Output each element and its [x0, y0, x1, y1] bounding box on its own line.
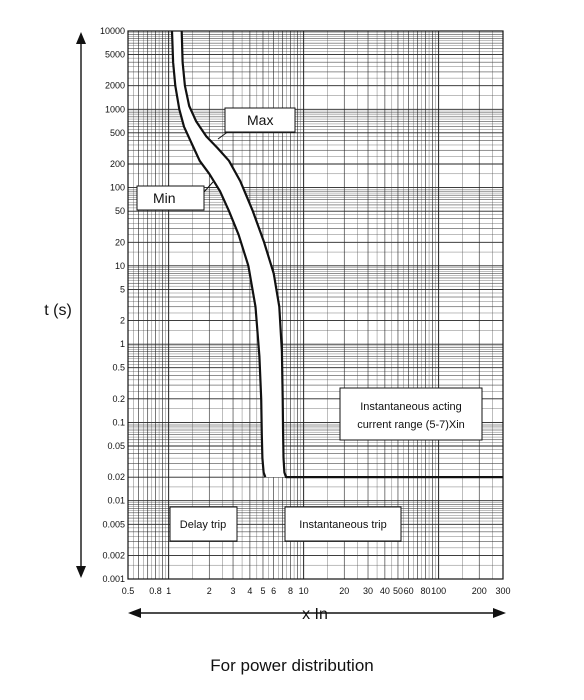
x-tick-label: 10 — [299, 586, 309, 596]
x-tick-label: 50 — [393, 586, 403, 596]
x-tick-label: 300 — [495, 586, 510, 596]
curve-label-min: Min — [136, 181, 214, 211]
y-tick-label: 500 — [110, 128, 125, 138]
y-tick-label: 1000 — [105, 104, 125, 114]
x-tick-label: 8 — [288, 586, 293, 596]
annotation-range-line-2: current range (5-7)Xin — [357, 419, 465, 431]
series-max-line — [180, 30, 503, 479]
x-arrow-head-left-icon — [128, 608, 141, 618]
x-tick-label: 30 — [363, 586, 373, 596]
x-tick-labels: 0.5 0.8 1 2 3 4 5 6 8 10 20 30 40 50 60 80 100 200 300 — [122, 586, 511, 596]
y-tick-labels: 10000 5000 2000 1000 500 200 100 50 20 10 5 2 1 0.5 0.… — [100, 26, 125, 584]
series-min-line — [170, 30, 267, 478]
axis-arrows — [76, 32, 506, 618]
annotation-instantaneous-trip: Instantaneous trip — [284, 506, 402, 542]
y-arrow-head-down-icon — [76, 566, 86, 578]
x-tick-label: 6 — [271, 586, 276, 596]
y-tick-label: 1 — [120, 339, 125, 349]
x-tick-label: 5 — [260, 586, 265, 596]
y-tick-label: 0.2 — [112, 394, 125, 404]
y-tick-label: 100 — [110, 183, 125, 193]
x-axis-label: x In — [302, 606, 328, 623]
x-tick-label: 40 — [380, 586, 390, 596]
annotation-range-line-1: Instantaneous acting — [360, 401, 462, 413]
x-tick-label: 200 — [472, 586, 487, 596]
x-arrow-head-right-icon — [493, 608, 506, 618]
curve-label-max-text: Max — [247, 112, 273, 128]
trip-band-fill — [172, 31, 286, 478]
x-tick-label: 0.8 — [149, 586, 162, 596]
x-tick-label: 80 — [421, 586, 431, 596]
y-tick-label: 0.5 — [112, 363, 125, 373]
plot-frame — [127, 30, 504, 580]
y-tick-label: 5 — [120, 284, 125, 294]
series-layer — [170, 30, 503, 479]
y-tick-label: 50 — [115, 206, 125, 216]
x-tick-label: 0.5 — [122, 586, 135, 596]
y-tick-label: 0.005 — [102, 519, 125, 529]
y-tick-label: 0.001 — [102, 574, 125, 584]
y-tick-label: 2 — [120, 316, 125, 326]
y-tick-label: 0.1 — [112, 417, 125, 427]
x-tick-label: 3 — [231, 586, 236, 596]
y-tick-label: 5000 — [105, 50, 125, 60]
curve-label-min-text: Min — [153, 190, 176, 206]
x-tick-label: 2 — [207, 586, 212, 596]
y-tick-label: 0.002 — [102, 550, 125, 560]
y-tick-label: 0.01 — [107, 496, 125, 506]
annotation-delay-trip-text: Delay trip — [180, 519, 226, 531]
curve-label-max: Max — [217, 107, 296, 140]
annotation-delay-trip: Delay trip — [169, 506, 238, 542]
trip-band-area — [172, 31, 286, 478]
x-tick-label: 1 — [166, 586, 171, 596]
y-axis-label: t (s) — [44, 302, 72, 319]
annotation-instantaneous-range: Instantaneous acting current range (5-7)… — [339, 387, 483, 441]
y-tick-label: 10000 — [100, 26, 125, 36]
y-tick-label: 0.05 — [107, 441, 125, 451]
plot-border — [127, 30, 504, 580]
y-arrow-head-up-icon — [76, 32, 86, 44]
x-tick-label: 4 — [247, 586, 252, 596]
y-tick-label: 20 — [115, 237, 125, 247]
y-tick-label: 2000 — [105, 81, 125, 91]
figure-caption: For power distribution — [210, 656, 374, 675]
y-tick-label: 0.02 — [107, 472, 125, 482]
y-tick-label: 10 — [115, 261, 125, 271]
x-tick-label: 60 — [404, 586, 414, 596]
annotation-instantaneous-trip-text: Instantaneous trip — [299, 519, 386, 531]
x-tick-label: 20 — [339, 586, 349, 596]
x-tick-label: 100 — [431, 586, 446, 596]
y-tick-label: 200 — [110, 159, 125, 169]
